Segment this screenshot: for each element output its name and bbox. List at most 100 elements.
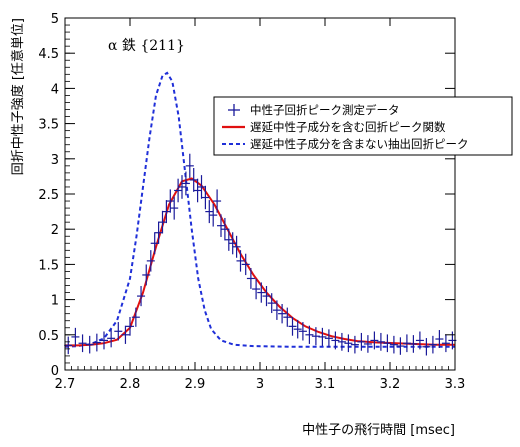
data-point — [142, 264, 151, 286]
x-tick-label: 3.1 — [315, 377, 336, 392]
series-layer — [64, 71, 457, 356]
data-point — [376, 332, 385, 351]
legend-label-extracted: 遅延中性子成分を含まない抽出回折ピーク — [250, 137, 469, 151]
data-point — [121, 325, 130, 344]
data-point — [71, 327, 80, 346]
data-point — [107, 329, 116, 348]
data-point — [318, 327, 327, 346]
data-point — [396, 337, 405, 355]
chart-annotation: α 鉄 {211} — [108, 38, 185, 54]
data-point — [331, 331, 340, 350]
data-point — [415, 331, 424, 350]
data-point — [311, 327, 320, 346]
legend-label-fit: 遅延中性子成分を含む回折ピーク関数 — [250, 120, 446, 134]
y-axis: 0 0.5 1 1.5 2 2.5 3 3.5 4 4.5 5 — [38, 12, 455, 379]
data-point — [363, 335, 372, 353]
data-point — [126, 316, 134, 336]
data-point — [181, 171, 190, 196]
y-tick-label: 3.5 — [38, 118, 59, 133]
y-tick-label: 1 — [51, 294, 59, 309]
data-point — [154, 221, 163, 244]
data-point — [441, 334, 450, 353]
data-point — [174, 178, 183, 203]
x-tick-label: 3 — [256, 377, 264, 392]
x-tick-label: 2.8 — [120, 377, 141, 392]
y-tick-label: 2.5 — [38, 188, 59, 203]
data-point — [262, 286, 271, 307]
data-point — [185, 153, 194, 178]
data-point — [252, 278, 261, 300]
data-point — [428, 335, 437, 354]
data-point — [278, 303, 287, 324]
data-point — [241, 253, 250, 276]
data-point — [409, 335, 418, 353]
x-axis-title: 中性子の飛行時間 [msec] — [302, 423, 455, 438]
data-point — [324, 329, 333, 348]
x-tick-label: 3.3 — [445, 377, 466, 392]
data-point — [64, 336, 73, 355]
data-point — [293, 319, 302, 339]
data-point — [220, 217, 229, 241]
legend-marker-data — [228, 104, 240, 116]
data-point — [150, 232, 159, 255]
data-point — [267, 293, 276, 314]
data-point — [162, 200, 171, 224]
y-tick-label: 4 — [51, 82, 59, 97]
data-point — [131, 307, 140, 327]
data-point — [158, 210, 167, 234]
data-point — [370, 331, 379, 350]
data-point — [435, 330, 444, 349]
data-point — [389, 335, 398, 354]
data-point — [205, 200, 214, 224]
data-point — [85, 335, 94, 354]
data-point — [170, 196, 179, 220]
data-point — [344, 334, 353, 353]
data-point — [178, 175, 186, 199]
data-point — [246, 268, 255, 289]
data-point — [350, 335, 359, 354]
legend-box — [213, 96, 513, 156]
data-point — [193, 178, 202, 203]
data-point — [100, 331, 108, 350]
data-point — [224, 228, 233, 251]
data-point — [257, 282, 266, 303]
x-tick-label: 2.9 — [185, 377, 206, 392]
x-tick-label: 3.2 — [380, 377, 401, 392]
data-point — [232, 235, 241, 258]
data-point — [213, 189, 222, 213]
data-point — [217, 214, 225, 237]
y-tick-label: 5 — [51, 12, 59, 27]
y-tick-label: 1.5 — [38, 258, 59, 273]
data-point — [197, 175, 206, 199]
data-point — [383, 334, 392, 353]
data-point — [305, 325, 314, 344]
data-point — [201, 185, 210, 210]
data-point — [146, 250, 155, 272]
data-point — [422, 338, 431, 356]
data-point — [228, 232, 237, 255]
data-point — [337, 332, 346, 351]
data-point — [283, 307, 292, 327]
legend: 中性子回折ピーク測定データ 遅延中性子成分を含む回折ピーク関数 遅延中性子成分を… — [213, 96, 513, 156]
y-tick-label: 2 — [51, 223, 59, 238]
data-point — [92, 333, 101, 352]
y-tick-label: 4.5 — [38, 47, 59, 62]
series-line-extracted — [64, 71, 455, 348]
data-point — [114, 322, 123, 341]
data-point — [272, 300, 281, 320]
data-point — [137, 286, 146, 307]
y-tick-label: 0.5 — [38, 329, 59, 344]
legend-label-data: 中性子回折ピーク測定データ — [250, 103, 400, 117]
y-axis-title: 回折中性子強度 [任意単位] — [10, 18, 26, 175]
data-point — [78, 334, 87, 353]
x-tick-label: 2.7 — [55, 377, 76, 392]
data-point — [357, 332, 366, 351]
data-point — [288, 316, 297, 336]
data-point — [189, 167, 198, 192]
data-point — [402, 334, 411, 353]
data-point — [166, 189, 175, 213]
x-axis: 2.7 2.8 2.9 3 3.1 3.2 3.3 — [55, 18, 466, 392]
data-point — [236, 250, 245, 272]
